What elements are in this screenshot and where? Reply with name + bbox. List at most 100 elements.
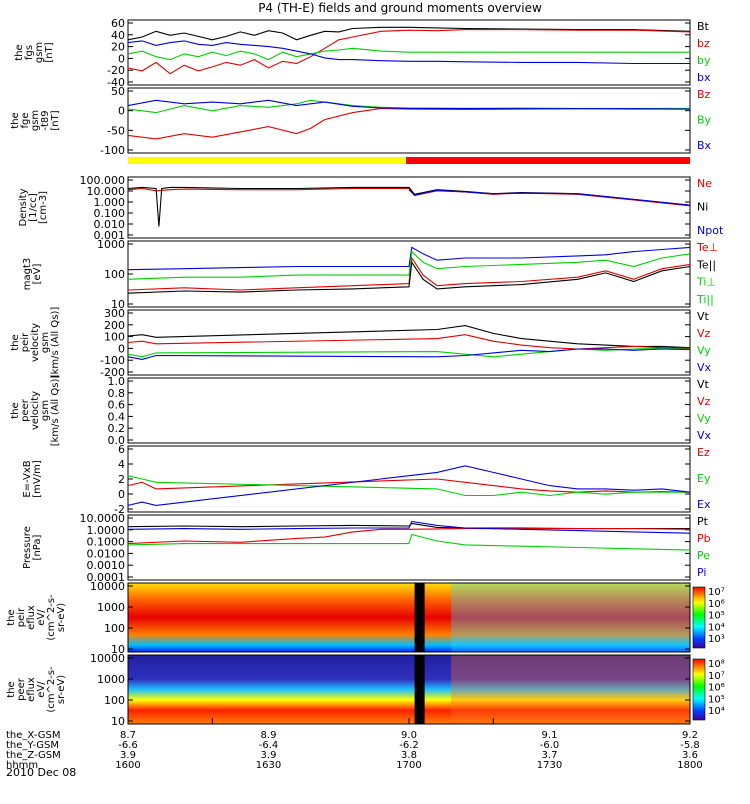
series-ni bbox=[127, 186, 691, 227]
y-axis-label: Pressure bbox=[22, 526, 33, 569]
panel-frame bbox=[127, 582, 691, 653]
series-ey bbox=[127, 475, 690, 497]
y-tick-label: 0 bbox=[118, 105, 125, 118]
ephemeris-row-label: hhmm bbox=[6, 760, 38, 771]
series-vx bbox=[127, 348, 691, 360]
legend-entry: Vt bbox=[697, 378, 710, 391]
ephemeris-row-label: the_Y-GSM bbox=[6, 740, 59, 751]
colorbar-tick-label: 10⁴ bbox=[708, 622, 725, 633]
y-tick-label: 0.2 bbox=[108, 422, 126, 435]
y-tick-label: -100 bbox=[100, 354, 125, 367]
colorbar-tick-label: 10⁷ bbox=[708, 671, 725, 682]
y-axis-label: gsm bbox=[40, 400, 51, 421]
legend-entry: Vz bbox=[697, 327, 711, 340]
spectrogram-gap bbox=[414, 583, 425, 652]
figure-title: P4 (TH-E) fields and ground moments over… bbox=[258, 1, 542, 15]
y-axis-label: peer bbox=[20, 398, 31, 422]
y-axis-label: the bbox=[14, 44, 25, 60]
legend-entry: Vt bbox=[697, 310, 710, 323]
y-tick-label: 60 bbox=[111, 17, 125, 30]
y-axis-label: fgs bbox=[24, 45, 35, 60]
ephemeris-value: 3.7 bbox=[542, 750, 558, 761]
legend-entry: Pi bbox=[697, 566, 706, 579]
spectrogram-p9 bbox=[128, 583, 690, 652]
y-tick-label: 10 bbox=[111, 298, 125, 311]
legend-entry: by bbox=[697, 54, 711, 67]
y-tick-label: 6 bbox=[118, 443, 125, 456]
ephemeris-value: -6.6 bbox=[118, 740, 138, 751]
y-axis-label: [eV] bbox=[32, 264, 43, 285]
spectrogram-gap bbox=[414, 655, 425, 724]
legend-entry: Npot bbox=[697, 224, 724, 237]
ephemeris-value: 1630 bbox=[256, 760, 281, 771]
ephemeris-row-label: the_Z-GSM bbox=[6, 750, 61, 761]
colorbar-p9 bbox=[692, 586, 706, 649]
panel-frame bbox=[127, 87, 691, 154]
y-tick-label: 300 bbox=[104, 307, 125, 320]
y-tick-label: 10.000 bbox=[87, 185, 126, 198]
legend-entry: Te⊥ bbox=[696, 241, 718, 254]
colorbar-tick-label: 10³ bbox=[708, 634, 725, 645]
series-ne bbox=[127, 187, 691, 207]
y-tick-label: -2 bbox=[114, 503, 125, 516]
colorbar-tick-label: 10⁶ bbox=[708, 599, 725, 610]
ephemeris-value: 3.6 bbox=[682, 750, 698, 761]
y-axis-label: eV/ bbox=[36, 609, 47, 626]
y-axis-label: [1/cc] bbox=[28, 193, 39, 222]
colorbar-tick-label: 10⁵ bbox=[708, 611, 725, 622]
panel-p4: 1000 100 10 magt3 [eV] Te⊥ Te|| Ti⊥ Ti|| bbox=[22, 238, 718, 311]
series-ex bbox=[127, 465, 691, 506]
y-tick-label: 10000 bbox=[90, 652, 125, 665]
ephemeris-value: -6.4 bbox=[259, 740, 279, 751]
y-axis-label: gsm bbox=[40, 332, 51, 353]
ephemeris-value: 3.9 bbox=[261, 750, 277, 761]
colorbar-tick-label: 10⁴ bbox=[708, 706, 725, 717]
ephemeris-value: -5.8 bbox=[680, 740, 700, 751]
ephemeris-value: 9.2 bbox=[682, 730, 698, 741]
series-pe bbox=[127, 533, 691, 551]
y-tick-label: 100 bbox=[104, 331, 125, 344]
series-te|| bbox=[127, 260, 691, 294]
y-tick-label: 0.100 bbox=[94, 207, 126, 220]
panel-p2: 50 0 -50 -100 the fge gsm -t89 [nT] Bz By Bx bbox=[10, 85, 712, 157]
legend-entry: Vy bbox=[697, 344, 711, 357]
ephemeris-value: 3.8 bbox=[401, 750, 417, 761]
colorbar-tick-label: 10⁸ bbox=[708, 659, 725, 670]
y-axis-label: velocity bbox=[30, 391, 41, 430]
y-axis-label: the bbox=[10, 112, 21, 128]
y-tick-label: 0.0001 bbox=[87, 571, 126, 584]
ephemeris-value: 1600 bbox=[115, 760, 140, 771]
legend-entry: Pb bbox=[697, 532, 711, 545]
panel-p7: 6 4 2 0 -2 E=-VxB [mV/m] Ez Ey Ex bbox=[22, 443, 711, 516]
y-tick-label: 1.0000 bbox=[87, 524, 126, 537]
series-bz bbox=[127, 29, 691, 75]
series-ti|| bbox=[127, 250, 691, 280]
series-pi bbox=[127, 520, 691, 534]
legend-entry: Bx bbox=[697, 139, 712, 152]
y-axis-label: -t89 bbox=[40, 110, 51, 130]
series-bx bbox=[127, 99, 691, 110]
colorbar-tick-label: 10⁵ bbox=[708, 694, 725, 705]
y-axis-label: the bbox=[10, 402, 21, 418]
y-tick-label: -50 bbox=[107, 124, 125, 137]
legend-entry: Pe bbox=[697, 549, 710, 562]
ephemeris-value: 1700 bbox=[396, 760, 421, 771]
series-vz bbox=[127, 334, 691, 350]
legend-entry: Vx bbox=[697, 361, 712, 374]
y-tick-label: 100 bbox=[104, 622, 125, 635]
y-axis-label: [km/s (All Qs)] bbox=[50, 375, 61, 447]
ephemeris-row-label: the_X-GSM bbox=[6, 730, 60, 741]
y-tick-label: 0 bbox=[118, 52, 125, 65]
legend-entry: Ne bbox=[697, 177, 712, 190]
legend-entry: Ti|| bbox=[696, 293, 714, 306]
y-tick-label: 0 bbox=[118, 342, 125, 355]
legend-entry: Pt bbox=[697, 515, 709, 528]
colorbar-tick-label: 10⁷ bbox=[708, 587, 725, 598]
